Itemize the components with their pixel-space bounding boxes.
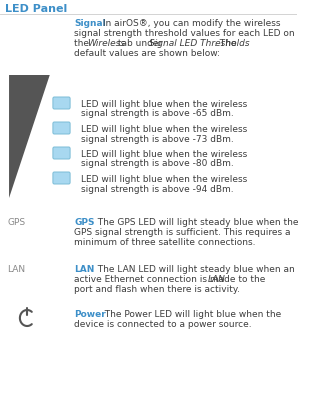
Text: signal strength is above -73 dBm.: signal strength is above -73 dBm.: [81, 134, 234, 144]
Text: active Ethernet connection is made to the: active Ethernet connection is made to th…: [74, 275, 268, 284]
Text: LAN: LAN: [208, 275, 226, 284]
Text: Signal: Signal: [74, 19, 106, 28]
Text: signal strength threshold values for each LED on: signal strength threshold values for eac…: [74, 29, 295, 38]
Text: default values are shown below:: default values are shown below:: [74, 49, 220, 58]
Text: LAN: LAN: [74, 265, 94, 274]
Text: GPS: GPS: [74, 218, 95, 227]
Text: minimum of three satellite connections.: minimum of three satellite connections.: [74, 238, 256, 247]
Text: signal strength is above -65 dBm.: signal strength is above -65 dBm.: [81, 109, 234, 119]
Text: GPS: GPS: [7, 218, 25, 227]
Text: The GPS LED will light steady blue when the: The GPS LED will light steady blue when …: [92, 218, 299, 227]
Text: LED will light blue when the wireless: LED will light blue when the wireless: [81, 150, 248, 159]
Text: LED will light blue when the wireless: LED will light blue when the wireless: [81, 125, 248, 134]
Text: tab under: tab under: [115, 39, 165, 48]
Text: LED Panel: LED Panel: [5, 4, 67, 14]
Text: LED will light blue when the wireless: LED will light blue when the wireless: [81, 100, 248, 109]
Polygon shape: [9, 75, 50, 198]
FancyBboxPatch shape: [53, 97, 70, 109]
Text: device is connected to a power source.: device is connected to a power source.: [74, 320, 252, 329]
Text: Wireless: Wireless: [87, 39, 125, 48]
Text: LAN: LAN: [7, 265, 25, 274]
Text: signal strength is above -94 dBm.: signal strength is above -94 dBm.: [81, 184, 234, 194]
Text: In airOS®, you can modify the wireless: In airOS®, you can modify the wireless: [100, 19, 281, 28]
Text: LED will light blue when the wireless: LED will light blue when the wireless: [81, 175, 248, 184]
Text: signal strength is above -80 dBm.: signal strength is above -80 dBm.: [81, 160, 234, 168]
Text: The Power LED will light blue when the: The Power LED will light blue when the: [99, 310, 281, 319]
Text: Signal LED Thresholds: Signal LED Thresholds: [149, 39, 250, 48]
Text: Power: Power: [74, 310, 106, 319]
Text: The LAN LED will light steady blue when an: The LAN LED will light steady blue when …: [92, 265, 295, 274]
Text: . The: . The: [214, 39, 237, 48]
FancyBboxPatch shape: [53, 172, 70, 184]
Text: the: the: [74, 39, 92, 48]
Text: GPS signal strength is sufficient. This requires a: GPS signal strength is sufficient. This …: [74, 228, 291, 237]
Text: port and flash when there is activity.: port and flash when there is activity.: [74, 285, 240, 294]
FancyBboxPatch shape: [53, 147, 70, 159]
FancyBboxPatch shape: [53, 122, 70, 134]
